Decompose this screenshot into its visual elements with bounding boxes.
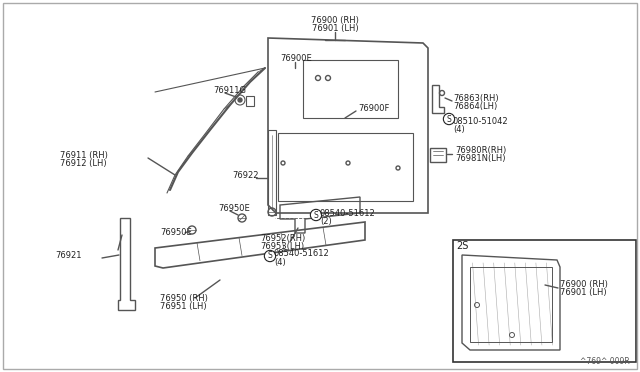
Text: (2): (2) [320,217,332,225]
Text: 76950 (RH): 76950 (RH) [160,294,208,302]
Text: 76911 (RH): 76911 (RH) [60,151,108,160]
Text: 76901 (LH): 76901 (LH) [560,289,607,298]
Text: 76950E: 76950E [160,228,192,237]
Text: 76900 (RH): 76900 (RH) [311,16,359,25]
Text: 76901 (LH): 76901 (LH) [312,23,358,32]
Bar [453,240,636,362]
Text: 76921: 76921 [55,250,81,260]
Text: (4): (4) [453,125,465,134]
Text: ^769^ 009R: ^769^ 009R [580,357,630,366]
Text: 76980R(RH): 76980R(RH) [455,145,506,154]
Text: 76951 (LH): 76951 (LH) [160,301,207,311]
Text: 2S: 2S [456,241,468,251]
Circle shape [238,98,242,102]
Text: 76953(LH): 76953(LH) [260,241,304,250]
Text: 76912 (LH): 76912 (LH) [60,158,107,167]
Text: 76922: 76922 [232,170,259,180]
Text: 76911G: 76911G [213,86,246,94]
Text: 76900E: 76900E [280,54,312,62]
Text: S: S [268,251,273,260]
Text: (4): (4) [274,257,285,266]
Text: 08510-51042: 08510-51042 [453,116,509,125]
Text: 76864(LH): 76864(LH) [453,102,497,110]
Text: 76863(RH): 76863(RH) [453,93,499,103]
Text: 76900 (RH): 76900 (RH) [560,280,608,289]
Text: S: S [447,115,451,124]
Text: S: S [314,211,318,219]
Text: 76952(RH): 76952(RH) [260,234,305,243]
Text: 76981N(LH): 76981N(LH) [455,154,506,163]
Text: 08540-51612: 08540-51612 [274,250,330,259]
Text: 76950E: 76950E [218,203,250,212]
Text: 08540-51612: 08540-51612 [320,208,376,218]
Text: 76900F: 76900F [358,103,389,112]
